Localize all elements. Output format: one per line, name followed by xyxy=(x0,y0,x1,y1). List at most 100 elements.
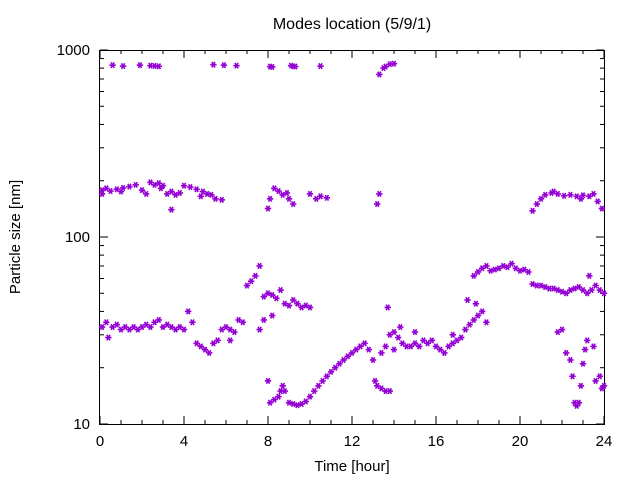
data-point xyxy=(168,188,175,195)
data-point xyxy=(567,191,574,199)
data-point xyxy=(103,319,110,326)
data-point xyxy=(390,328,398,336)
data-point xyxy=(248,278,255,285)
data-point xyxy=(569,373,576,380)
data-point xyxy=(411,340,419,347)
data-point xyxy=(180,182,188,189)
data-point xyxy=(311,387,318,395)
data-point xyxy=(306,304,314,311)
data-point xyxy=(462,326,469,333)
data-point xyxy=(584,290,591,297)
data-point xyxy=(317,193,324,200)
data-point xyxy=(315,382,322,390)
data-point xyxy=(508,260,515,267)
data-point xyxy=(558,326,566,333)
data-point xyxy=(340,356,347,364)
data-point xyxy=(210,340,217,347)
data-point xyxy=(201,346,209,353)
data-point xyxy=(464,296,471,304)
data-point xyxy=(306,393,314,400)
data-point xyxy=(399,340,406,347)
data-point xyxy=(290,200,297,208)
data-point xyxy=(361,340,368,347)
data-point xyxy=(197,193,204,200)
data-point xyxy=(483,262,490,270)
y-tick-label: 10 xyxy=(73,416,90,433)
data-point xyxy=(306,190,314,198)
data-point xyxy=(220,61,228,69)
data-point xyxy=(428,337,435,344)
x-axis-label: Time [hour] xyxy=(314,458,389,475)
data-point xyxy=(579,286,587,294)
data-point xyxy=(371,377,379,385)
data-point xyxy=(157,185,165,192)
data-point xyxy=(275,393,282,400)
data-point xyxy=(105,334,112,341)
data-point xyxy=(176,189,183,197)
data-point xyxy=(600,382,608,390)
x-tick-label: 8 xyxy=(264,433,272,450)
data-point xyxy=(445,343,452,350)
data-point xyxy=(529,207,536,215)
data-point xyxy=(277,286,284,294)
data-point xyxy=(420,337,427,344)
y-tick-labels: 10 100 1000 xyxy=(57,42,90,433)
data-point xyxy=(285,195,293,203)
data-point xyxy=(374,200,381,208)
data-point xyxy=(98,323,106,331)
data-point xyxy=(231,328,238,336)
data-point xyxy=(269,312,276,319)
data-point xyxy=(577,382,585,390)
data-point xyxy=(384,304,391,311)
data-point xyxy=(256,326,263,333)
data-point xyxy=(266,195,274,203)
data-point xyxy=(290,296,297,304)
plot-area-frame xyxy=(99,50,605,425)
x-tick-label: 20 xyxy=(512,433,529,450)
data-point xyxy=(550,188,557,195)
data-point xyxy=(271,396,278,403)
data-point xyxy=(292,63,299,70)
data-point xyxy=(567,356,574,364)
data-points xyxy=(98,60,608,410)
data-point xyxy=(575,283,582,291)
data-point xyxy=(376,71,383,78)
data-point xyxy=(180,326,188,333)
data-point xyxy=(218,196,225,204)
x-tick-labels: 0 4 8 12 16 20 24 xyxy=(96,433,613,450)
data-point xyxy=(109,61,116,69)
data-point xyxy=(119,62,127,70)
data-point xyxy=(575,399,582,406)
data-point xyxy=(327,368,335,376)
y-tick-label: 1000 xyxy=(57,42,90,59)
data-point xyxy=(302,398,309,405)
data-point xyxy=(155,316,162,324)
data-point xyxy=(323,194,330,202)
data-point xyxy=(344,353,351,360)
data-point xyxy=(252,272,259,280)
data-point xyxy=(533,200,540,208)
data-point xyxy=(594,198,601,205)
data-point xyxy=(294,300,301,307)
data-point xyxy=(397,323,404,331)
data-point xyxy=(348,349,356,357)
axis-ticks xyxy=(99,49,605,425)
data-point xyxy=(470,272,477,280)
data-point xyxy=(472,300,480,307)
data-point xyxy=(260,316,267,324)
data-point xyxy=(285,302,293,309)
data-point xyxy=(117,188,125,195)
data-point xyxy=(271,185,278,192)
x-tick-label: 24 xyxy=(596,433,613,450)
data-point xyxy=(279,382,286,390)
data-point xyxy=(214,337,221,344)
data-point xyxy=(584,337,591,344)
data-point xyxy=(336,360,343,367)
data-point xyxy=(390,346,398,353)
data-point xyxy=(504,263,511,271)
data-point xyxy=(357,343,364,350)
data-point xyxy=(390,60,398,67)
data-point xyxy=(273,295,280,302)
data-point xyxy=(189,319,196,326)
data-point xyxy=(132,181,139,189)
